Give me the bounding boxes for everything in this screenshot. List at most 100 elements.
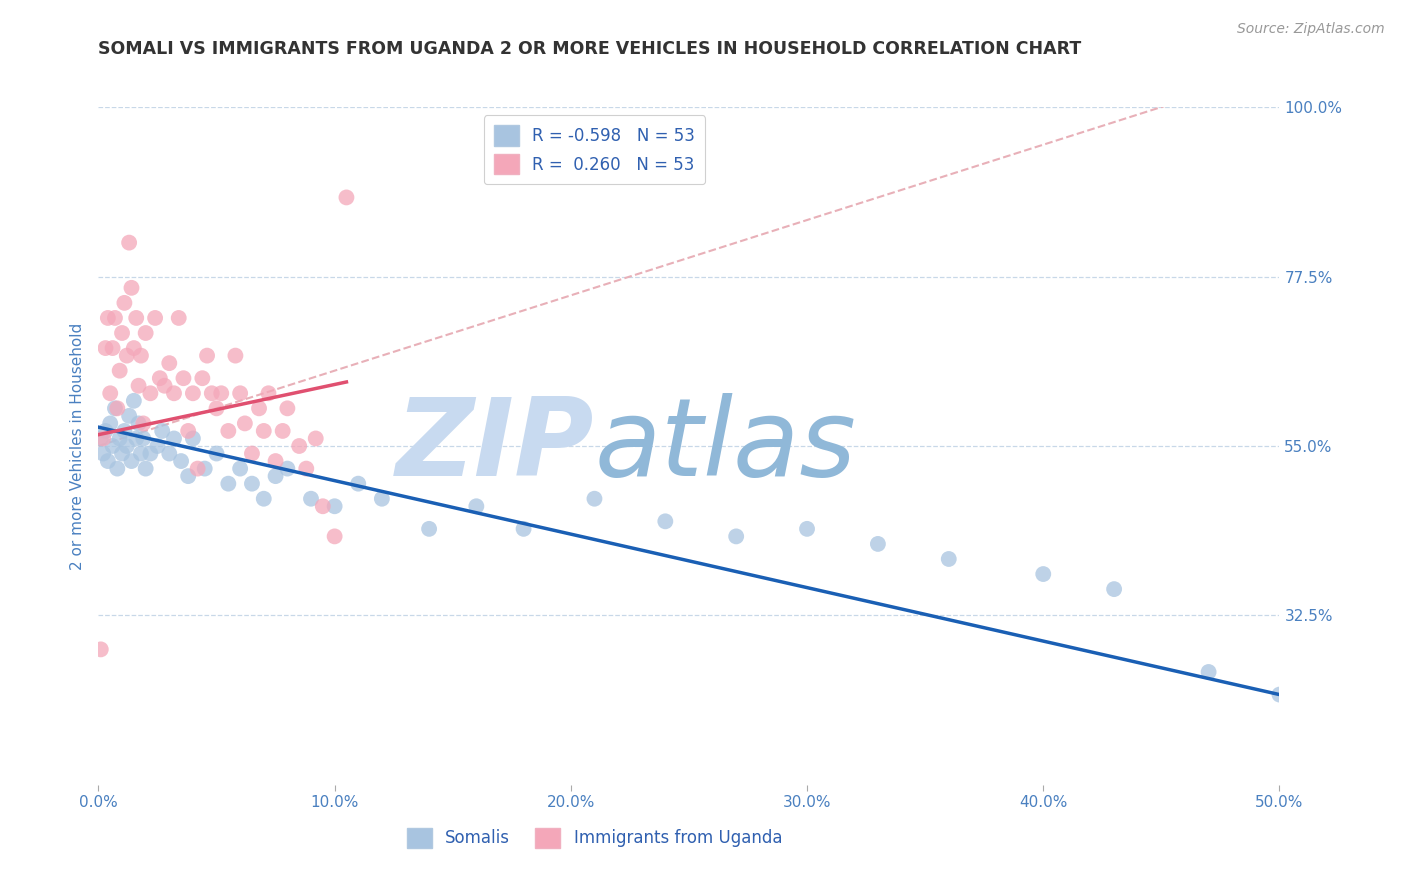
Point (240, 446, 263, 460)
Point (111, 446, 134, 460)
Point (172, 371, 194, 385)
Point (128, 417, 150, 431)
Point (157, 446, 180, 460)
Point (91, 432, 114, 446)
Point (512, 522, 534, 536)
Point (150, 424, 173, 438)
Point (253, 424, 276, 438)
Point (335, 190, 357, 204)
Point (1102, 582, 1125, 596)
Point (233, 417, 256, 431)
Point (118, 235, 141, 250)
Point (118, 409, 141, 423)
Point (229, 461, 252, 475)
Point (122, 341, 145, 355)
Point (312, 500, 335, 514)
Legend: Somalis, Immigrants from Uganda: Somalis, Immigrants from Uganda (401, 821, 789, 855)
Point (115, 439, 138, 453)
Point (108, 432, 131, 446)
Point (264, 454, 287, 468)
Point (465, 500, 488, 514)
Point (91, 446, 114, 460)
Point (108, 364, 131, 378)
Point (163, 432, 186, 446)
Point (112, 424, 135, 438)
Point (105, 461, 128, 475)
Point (98, 386, 121, 401)
Point (135, 461, 157, 475)
Point (104, 401, 127, 416)
Point (264, 469, 287, 483)
Point (105, 401, 128, 416)
Point (97, 454, 120, 468)
Point (418, 522, 440, 536)
Point (224, 349, 246, 363)
Point (195, 349, 218, 363)
Point (153, 378, 176, 392)
Point (128, 378, 150, 392)
Point (276, 401, 298, 416)
Point (125, 432, 148, 446)
Point (796, 522, 818, 536)
Point (288, 439, 311, 453)
Text: atlas: atlas (595, 393, 856, 499)
Point (371, 491, 394, 506)
Point (305, 432, 328, 446)
Point (347, 476, 370, 491)
Point (276, 461, 298, 475)
Point (101, 341, 124, 355)
Point (181, 386, 204, 401)
Point (271, 424, 294, 438)
Point (143, 310, 166, 325)
Point (191, 371, 214, 385)
Point (253, 491, 276, 506)
Point (209, 386, 232, 401)
Point (866, 537, 889, 551)
Point (205, 401, 228, 416)
Point (217, 476, 239, 491)
Point (177, 469, 200, 483)
Point (229, 386, 252, 401)
Point (654, 514, 676, 528)
Point (163, 386, 186, 401)
Point (725, 529, 748, 543)
Point (170, 454, 193, 468)
Point (122, 393, 145, 408)
Point (146, 439, 169, 453)
Point (132, 417, 155, 431)
Point (1032, 567, 1054, 582)
Point (299, 491, 322, 506)
Text: SOMALI VS IMMIGRANTS FROM UGANDA 2 OR MORE VEHICLES IN HOUSEHOLD CORRELATION CHA: SOMALI VS IMMIGRANTS FROM UGANDA 2 OR MO… (98, 40, 1081, 58)
Point (112, 296, 135, 310)
Point (98, 417, 121, 431)
Point (167, 310, 190, 325)
Point (97, 310, 120, 325)
Text: Source: ZipAtlas.com: Source: ZipAtlas.com (1237, 22, 1385, 37)
Point (139, 386, 162, 401)
Point (121, 454, 143, 468)
Point (139, 446, 162, 460)
Point (194, 461, 217, 475)
Point (121, 281, 143, 295)
Point (94, 424, 117, 438)
Point (323, 500, 346, 514)
Point (129, 446, 152, 460)
Point (205, 446, 228, 460)
Point (938, 552, 960, 566)
Text: ZIP: ZIP (396, 393, 595, 499)
Point (157, 356, 180, 370)
Point (583, 491, 606, 506)
Point (90, 432, 112, 446)
Point (177, 424, 200, 438)
Point (240, 476, 263, 491)
Point (104, 310, 127, 325)
Point (115, 349, 138, 363)
Point (135, 326, 157, 340)
Point (1198, 665, 1220, 679)
Point (101, 439, 124, 453)
Point (323, 529, 346, 543)
Point (90, 642, 112, 657)
Y-axis label: 2 or more Vehicles in Household: 2 or more Vehicles in Household (70, 322, 86, 570)
Point (1268, 688, 1291, 702)
Point (125, 310, 148, 325)
